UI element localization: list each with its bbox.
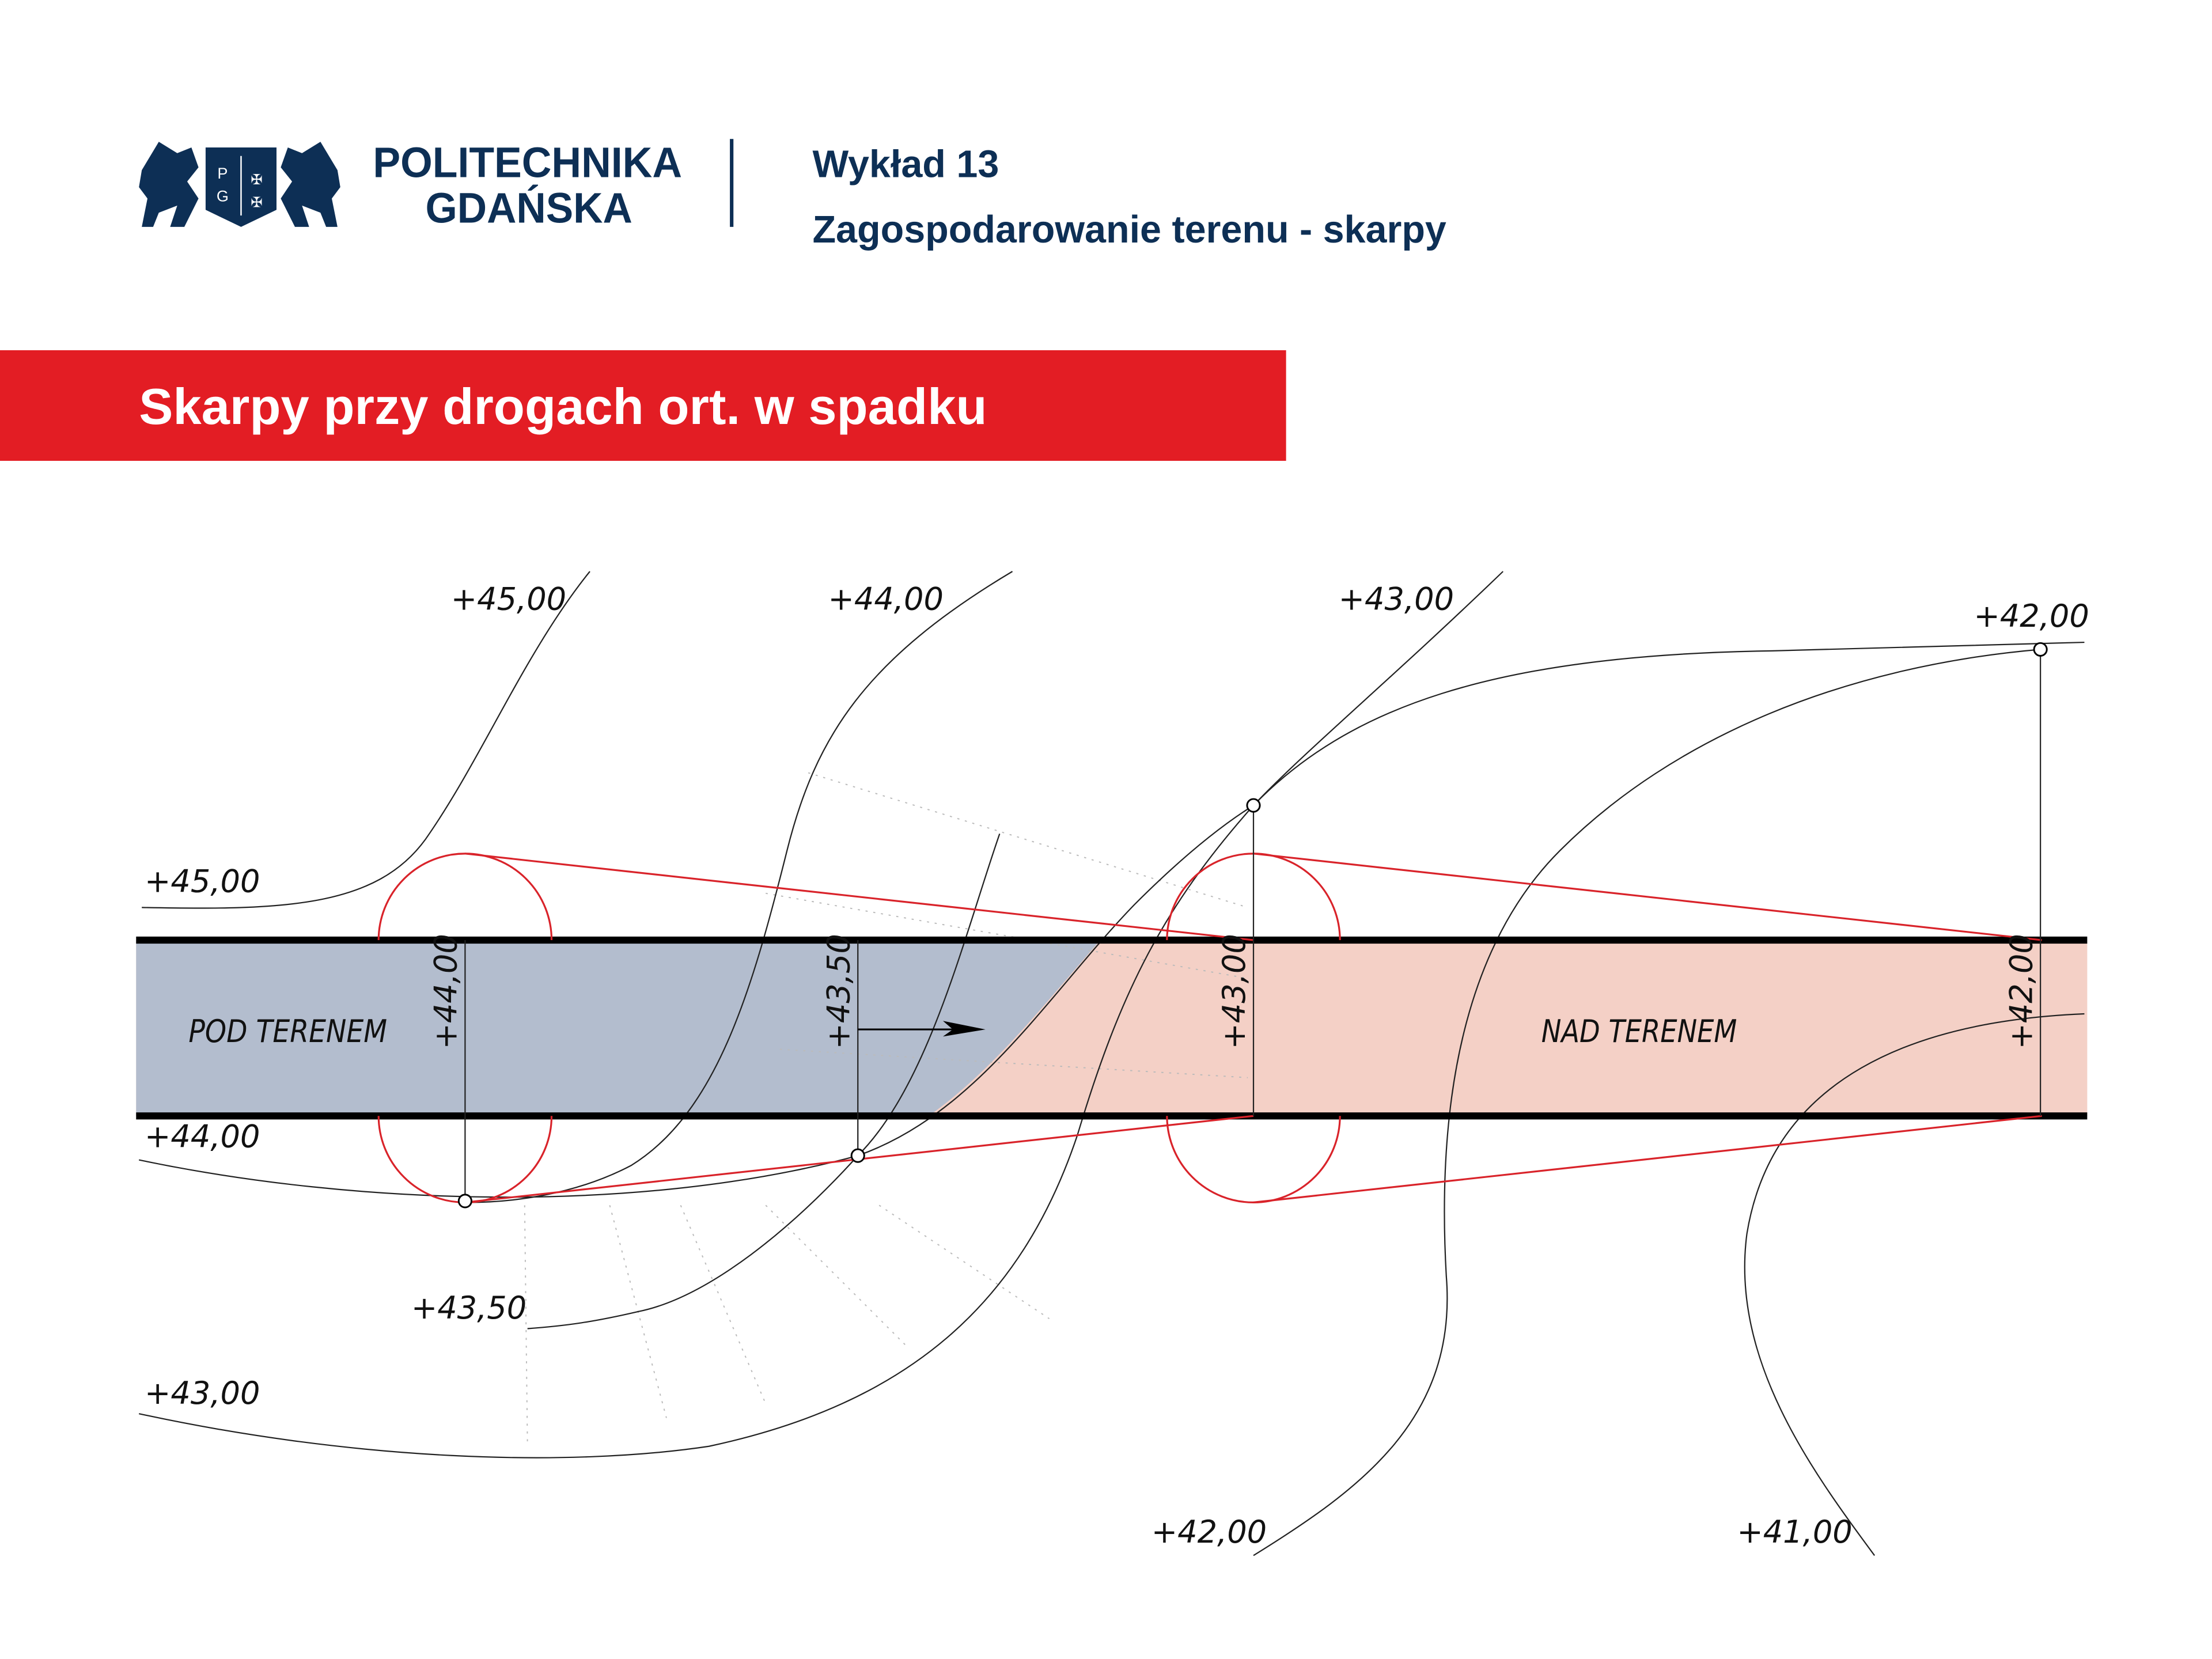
road-elevation-4350: +43,50: [820, 934, 857, 1049]
contour-41: [1744, 1013, 2085, 1556]
label-contour-4350: +43,50: [411, 1290, 527, 1326]
contour-44: [139, 805, 1254, 1198]
title-bar: [0, 350, 1286, 461]
road-elevation-4400: +44,00: [428, 934, 464, 1049]
contour-lines: [138, 571, 2085, 1556]
cross-icon: ✠: [251, 195, 263, 210]
label-contour-41-bottom: +41,00: [1737, 1514, 1852, 1550]
contour-42: [1253, 649, 2041, 1556]
label-contour-45-left: +45,00: [145, 863, 260, 899]
slide-title: Skarpy przy drogach ort. w spadku: [139, 378, 987, 435]
lecture-number: Wykład 13: [812, 143, 999, 186]
label-contour-44-left: +44,00: [145, 1118, 260, 1154]
road-elevation-4300: +43,00: [1216, 934, 1252, 1049]
label-contour-42-top: +42,00: [1974, 598, 2089, 634]
road-elevation-4200: +42,00: [2003, 934, 2039, 1049]
cross-icon: ✠: [251, 172, 263, 188]
logo-letter-p: P: [217, 164, 228, 182]
contour-44-upper: [468, 571, 1013, 1203]
griffin-left-icon: [139, 142, 199, 227]
zone-label-cut: POD TERENEM: [188, 1013, 387, 1050]
label-contour-42-bottom: +42,00: [1152, 1514, 1267, 1550]
zone-label-fill: NAD TERENEM: [1541, 1013, 1737, 1050]
griffin-right-icon: [281, 142, 340, 227]
lecture-topic: Zagospodarowanie terenu - skarpy: [812, 209, 1446, 251]
label-contour-44-top: +44,00: [828, 581, 944, 617]
university-logo: P G ✠ ✠: [139, 142, 340, 227]
elevation-verticals: [464, 649, 2041, 1201]
university-name-line2: GDAŃSKA: [425, 184, 632, 232]
intersection-points: [457, 642, 2048, 1209]
label-contour-45-top: +45,00: [451, 581, 566, 617]
contour-42-upper: [1253, 641, 2085, 806]
contour-4350: [527, 834, 1001, 1330]
cut-zone: [136, 940, 1101, 1116]
label-contour-43-top: +43,00: [1339, 581, 1454, 617]
slope-direction-arrow-icon: [858, 1021, 986, 1037]
label-contour-43-left: +43,00: [145, 1375, 260, 1411]
logo-letter-g: G: [217, 187, 229, 205]
university-name-line1: POLITECHNIKA: [373, 139, 682, 187]
contour-43: [138, 571, 1503, 1459]
contour-45: [142, 571, 590, 909]
